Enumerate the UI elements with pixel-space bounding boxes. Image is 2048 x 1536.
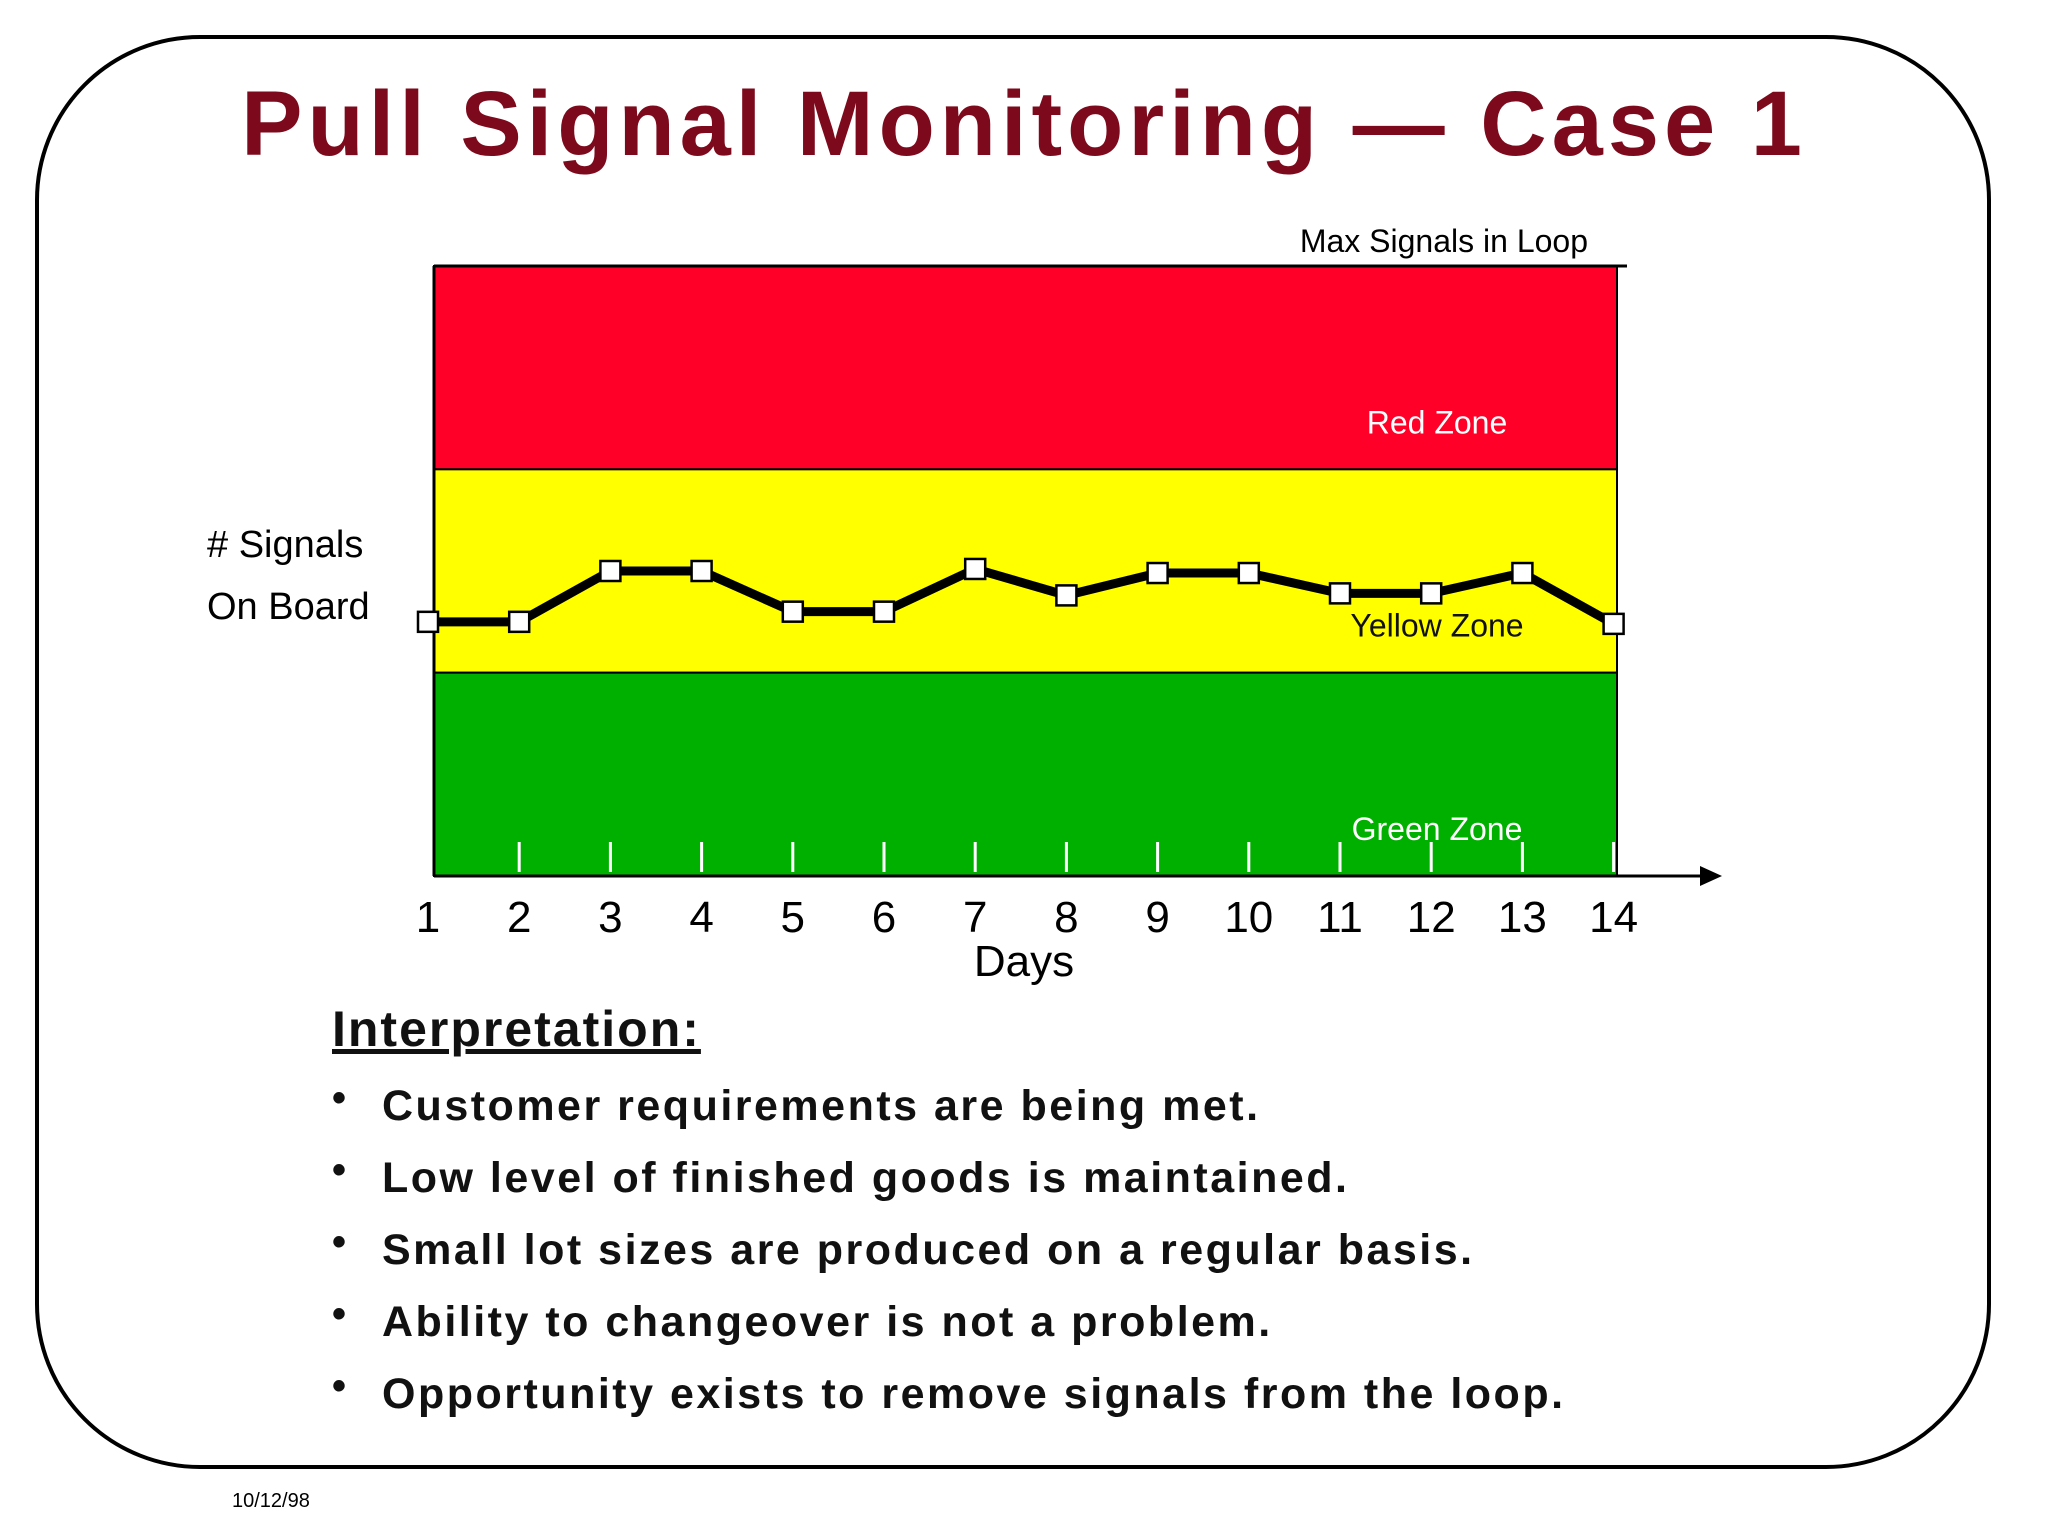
x-tick-label: 3: [598, 893, 622, 942]
x-tick-label: 9: [1145, 893, 1169, 942]
data-point: [1602, 612, 1625, 636]
data-point: [1055, 584, 1078, 607]
zone-band: [433, 671, 1618, 878]
data-point: [1328, 582, 1352, 605]
slide-title: Pull Signal Monitoring — Case 1: [241, 73, 1807, 175]
x-tick-label: 11: [1317, 893, 1363, 942]
y-axis-label: # Signals: [207, 524, 363, 566]
slide-date: 10/12/98: [232, 1490, 310, 1512]
x-tick-label: 14: [1589, 893, 1638, 942]
data-point: [1146, 561, 1169, 585]
data-point: [1419, 582, 1443, 605]
slide-frame: [35, 35, 1991, 1469]
x-tick-label: 2: [507, 893, 531, 942]
data-point: [599, 559, 622, 583]
y-axis-label: On Board: [207, 586, 370, 628]
zone-label: Green Zone: [1352, 811, 1523, 847]
list-item: • Customer requirements are being met.: [332, 1076, 1261, 1130]
data-point: [416, 610, 440, 634]
x-tick-label: 7: [963, 893, 987, 942]
data-point: [1511, 561, 1534, 585]
bullet-icon: •: [332, 1364, 349, 1408]
x-tick-label: 10: [1224, 893, 1273, 942]
interpretation-heading: Interpretation:: [332, 1001, 701, 1057]
data-point: [507, 610, 531, 634]
x-axis-label: Days: [974, 937, 1074, 986]
pull-signal-chart: Red Zone Yellow Zone Green Zone Max Signals…: [207, 223, 1722, 986]
bullet-icon: •: [332, 1220, 349, 1264]
x-tick-label: 6: [872, 893, 896, 942]
bullet-icon: •: [332, 1148, 349, 1192]
x-tick-label: 5: [781, 893, 805, 942]
bullet-icon: •: [332, 1076, 349, 1120]
x-tick-label: 8: [1054, 893, 1078, 942]
max-signals-label: Max Signals in Loop: [1300, 223, 1588, 259]
data-point: [1237, 561, 1261, 585]
zone-label: Yellow Zone: [1350, 608, 1523, 644]
interpretation-list: • Customer requirements are being met. • L…: [332, 1076, 1566, 1442]
list-item: • Opportunity exists to remove signals fr…: [332, 1364, 1566, 1418]
x-tick-label: 4: [689, 893, 713, 942]
data-point: [872, 600, 896, 623]
data-point: [781, 600, 805, 623]
list-item: • Ability to changeover is not a problem.: [332, 1292, 1273, 1346]
series-line: [428, 564, 1616, 628]
x-tick-label: 12: [1407, 893, 1456, 942]
zone-band: [433, 265, 1618, 471]
list-item: • Low level of finished goods is maintain…: [332, 1148, 1350, 1202]
bullet-icon: •: [332, 1292, 349, 1336]
x-tick-label: 1: [416, 893, 440, 942]
data-point: [690, 559, 713, 583]
data-point: [963, 557, 987, 581]
x-tick-label: 13: [1498, 893, 1547, 942]
list-item: • Small lot sizes are produced on a regul…: [332, 1220, 1475, 1274]
zone-label: Red Zone: [1367, 404, 1508, 440]
x-axis-arrow-icon: [1700, 866, 1722, 886]
